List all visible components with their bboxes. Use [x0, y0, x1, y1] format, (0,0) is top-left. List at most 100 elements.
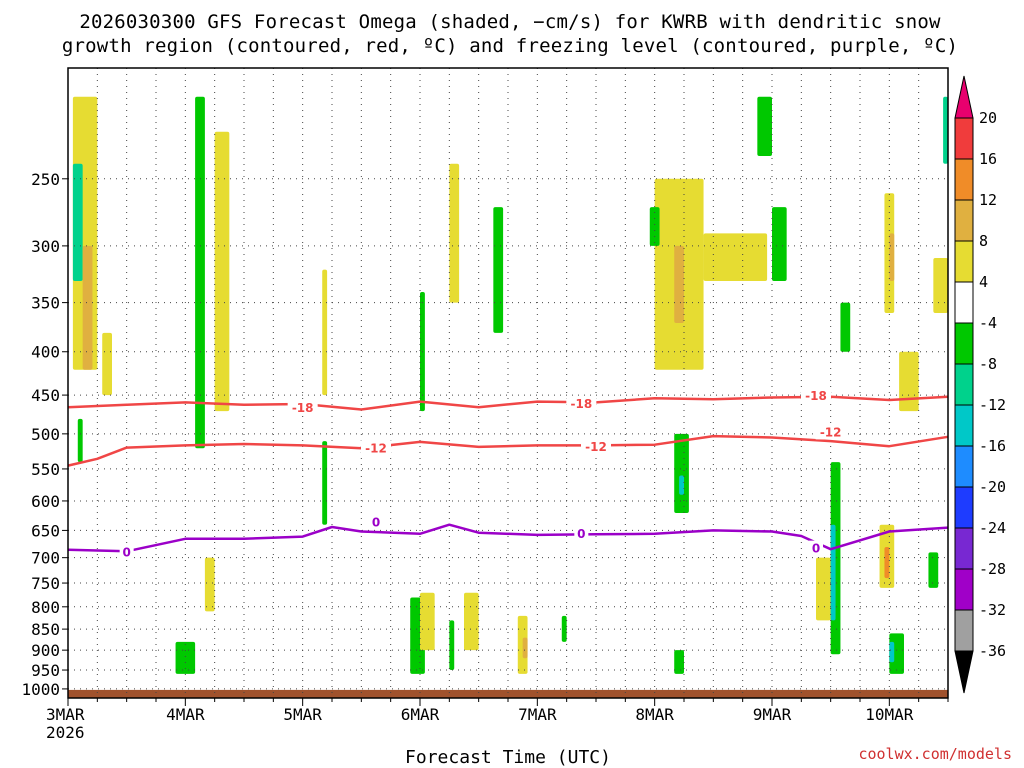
- colorbar-swatch: [954, 445, 974, 488]
- omega-shaded-cell: [943, 96, 948, 164]
- contour-label-bg: [581, 438, 611, 454]
- colorbar-level-label: -32: [979, 601, 1006, 619]
- colorbar-level-label: -4: [979, 314, 997, 332]
- contour-label: 0: [122, 545, 130, 559]
- y-tick-label: 250: [31, 170, 60, 189]
- x-tick-label: 4MAR: [166, 705, 205, 724]
- omega-shaded-cell: [517, 615, 528, 674]
- x-tick-label: 8MAR: [635, 705, 674, 724]
- contour-label-bg: [566, 395, 597, 411]
- y-axis: 250 300 350 400 450 500 550 600 650 700 750 800 850 9…: [21, 170, 68, 699]
- x-tick-label: 9MAR: [753, 705, 792, 724]
- contour-label: 0: [812, 542, 820, 556]
- y-tick-label: 600: [31, 492, 60, 511]
- colorbar-swatch: [954, 322, 974, 365]
- x-tick-label: 3MAR: [46, 705, 85, 724]
- colorbar-level-label: 12: [979, 191, 997, 209]
- contour-label: -18: [805, 389, 827, 403]
- contour-label: -18: [570, 397, 592, 411]
- colorbar-level-label: 16: [979, 150, 997, 168]
- y-tick-label: 700: [31, 549, 60, 568]
- y-tick-label: 300: [31, 237, 60, 256]
- omega-shaded-cell: [889, 641, 895, 663]
- omega-shaded-cell: [493, 207, 504, 333]
- y-tick-label: 800: [31, 598, 60, 617]
- plot-area: -18 -18 -18 -12 -12 -12 0 0 0 0: [67, 67, 949, 699]
- colorbar-swatch: [954, 568, 974, 611]
- omega-shaded-cell: [899, 351, 919, 412]
- contour-label: -12: [820, 425, 842, 439]
- omega-shaded-cell: [322, 441, 328, 525]
- colorbar-over-arrow: [954, 75, 974, 119]
- contour-label-bg: [574, 525, 589, 541]
- y-tick-label: 550: [31, 460, 60, 479]
- omega-shaded-cell: [816, 557, 831, 621]
- omega-shaded-cell: [561, 615, 567, 642]
- omega-shaded-cell: [830, 524, 836, 621]
- omega-shaded-cell: [214, 131, 230, 412]
- y-tick-label: 950: [31, 661, 60, 680]
- colorbar-level-label: -24: [979, 519, 1006, 537]
- y-tick-label: 1000: [21, 680, 60, 699]
- contour-label-bg: [119, 544, 134, 560]
- contour-label-bg: [369, 514, 383, 530]
- colorbar-swatch: [954, 404, 974, 447]
- contour-label-bg: [815, 424, 846, 440]
- omega-shaded-cell: [175, 641, 196, 674]
- colorbar-swatch: [954, 117, 974, 160]
- credit-link[interactable]: coolwx.com/models: [858, 745, 1012, 763]
- colorbar-swatch: [954, 158, 974, 201]
- chart-title-line2: growth region (contoured, red, ºC) and f…: [62, 35, 958, 57]
- omega-shaded-cell: [522, 637, 528, 659]
- y-tick-label: 500: [31, 425, 60, 444]
- colorbar-level-label: 4: [979, 273, 988, 291]
- omega-shaded-cell: [772, 207, 787, 281]
- freezing-level-contour: [67, 523, 949, 553]
- omega-shaded-cell: [102, 332, 112, 396]
- y-tick-label: 900: [31, 641, 60, 660]
- dgz-contour-line: [67, 434, 949, 467]
- colorbar-swatch: [954, 199, 974, 242]
- omega-shaded-cell: [757, 96, 772, 157]
- omega-shaded-cell: [195, 96, 205, 449]
- colorbar-level-label: -28: [979, 560, 1006, 578]
- colorbar-level-label: -12: [979, 396, 1006, 414]
- colorbar-level-label: 20: [979, 109, 997, 127]
- x-tick-label: 7MAR: [518, 705, 557, 724]
- omega-shaded-cell: [884, 547, 890, 579]
- omega-shaded-cell: [82, 245, 93, 370]
- omega-shaded-cell: [674, 433, 689, 514]
- x-tick-label: 5MAR: [283, 705, 322, 724]
- omega-shaded-cell: [649, 207, 660, 246]
- colorbar-swatch: [954, 281, 974, 324]
- omega-shaded-cell: [449, 620, 455, 671]
- colorbar-legend: 20 16 12 8 4 -4 -8 -12 -16 -20 -24 -28 -32 -36: [954, 75, 1006, 694]
- y-tick-label: 400: [31, 343, 60, 362]
- y-tick-label: 650: [31, 521, 60, 540]
- chart-title-line1: 2026030300 GFS Forecast Omega (shaded, −…: [79, 11, 941, 33]
- omega-shaded-cell: [204, 557, 215, 612]
- colorbar-level-label: -8: [979, 355, 997, 373]
- colorbar-swatch: [954, 240, 974, 283]
- omega-shaded-cell: [420, 592, 435, 651]
- contour-label-bg: [287, 399, 318, 415]
- contour-label: 0: [577, 527, 585, 541]
- contour-label: -12: [365, 441, 387, 455]
- colorbar-under-arrow: [954, 650, 974, 694]
- x-tick-label: 10MAR: [865, 705, 914, 724]
- contour-label: 0: [372, 515, 380, 529]
- omega-shaded-cell: [928, 552, 939, 588]
- omega-shaded-cell: [933, 257, 948, 313]
- y-tick-label: 450: [31, 386, 60, 405]
- colorbar-swatch: [954, 609, 974, 652]
- omega-shaded-cell: [72, 163, 83, 281]
- colorbar-level-label: -20: [979, 478, 1006, 496]
- contour-label: -18: [292, 401, 314, 415]
- colorbar-level-label: -36: [979, 642, 1006, 660]
- y-tick-label: 750: [31, 574, 60, 593]
- omega-shaded-cell: [464, 592, 479, 651]
- omega-shaded-cell: [77, 418, 83, 463]
- omega-shaded-cell: [840, 302, 851, 352]
